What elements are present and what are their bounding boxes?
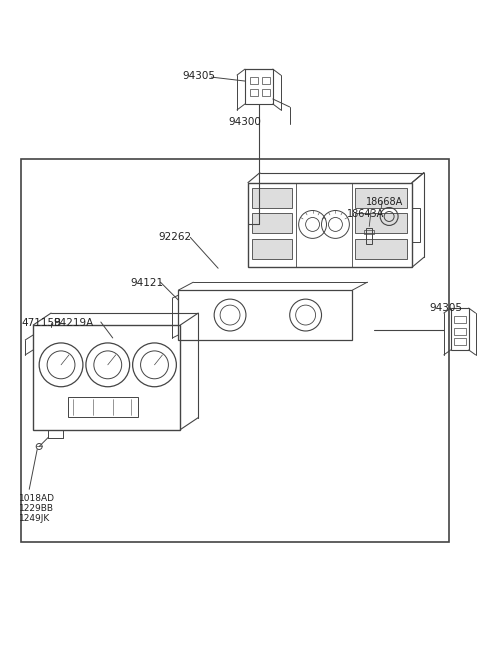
Bar — [262, 89, 270, 96]
Bar — [355, 214, 407, 233]
Bar — [33, 325, 180, 430]
Text: 47115B: 47115B — [21, 318, 61, 328]
Bar — [454, 328, 466, 335]
Text: 94305: 94305 — [182, 71, 216, 81]
Bar — [252, 214, 292, 233]
Text: 18643A: 18643A — [348, 208, 384, 219]
Bar — [262, 77, 270, 84]
Bar — [250, 89, 258, 96]
Bar — [355, 239, 407, 259]
Text: 18668A: 18668A — [366, 196, 404, 206]
Bar — [454, 338, 466, 345]
Bar — [454, 316, 466, 323]
Bar — [355, 187, 407, 208]
Text: 94300: 94300 — [228, 117, 261, 127]
Bar — [252, 187, 292, 208]
Text: 1229BB: 1229BB — [19, 504, 54, 514]
Text: 94219A: 94219A — [53, 318, 93, 328]
Bar — [21, 159, 449, 542]
Bar — [366, 229, 372, 244]
Text: 1249JK: 1249JK — [19, 514, 50, 523]
Bar — [451, 308, 468, 350]
Bar — [252, 239, 292, 259]
Bar — [245, 69, 273, 104]
Text: 94121: 94121 — [131, 278, 164, 288]
Text: 1018AD: 1018AD — [19, 495, 55, 503]
Text: 94305: 94305 — [429, 303, 462, 313]
Bar — [68, 397, 138, 417]
Bar — [250, 77, 258, 84]
Bar — [179, 290, 352, 340]
Bar — [248, 183, 412, 267]
Text: 92262: 92262 — [158, 233, 192, 242]
Bar — [412, 208, 420, 242]
Bar — [364, 231, 374, 234]
